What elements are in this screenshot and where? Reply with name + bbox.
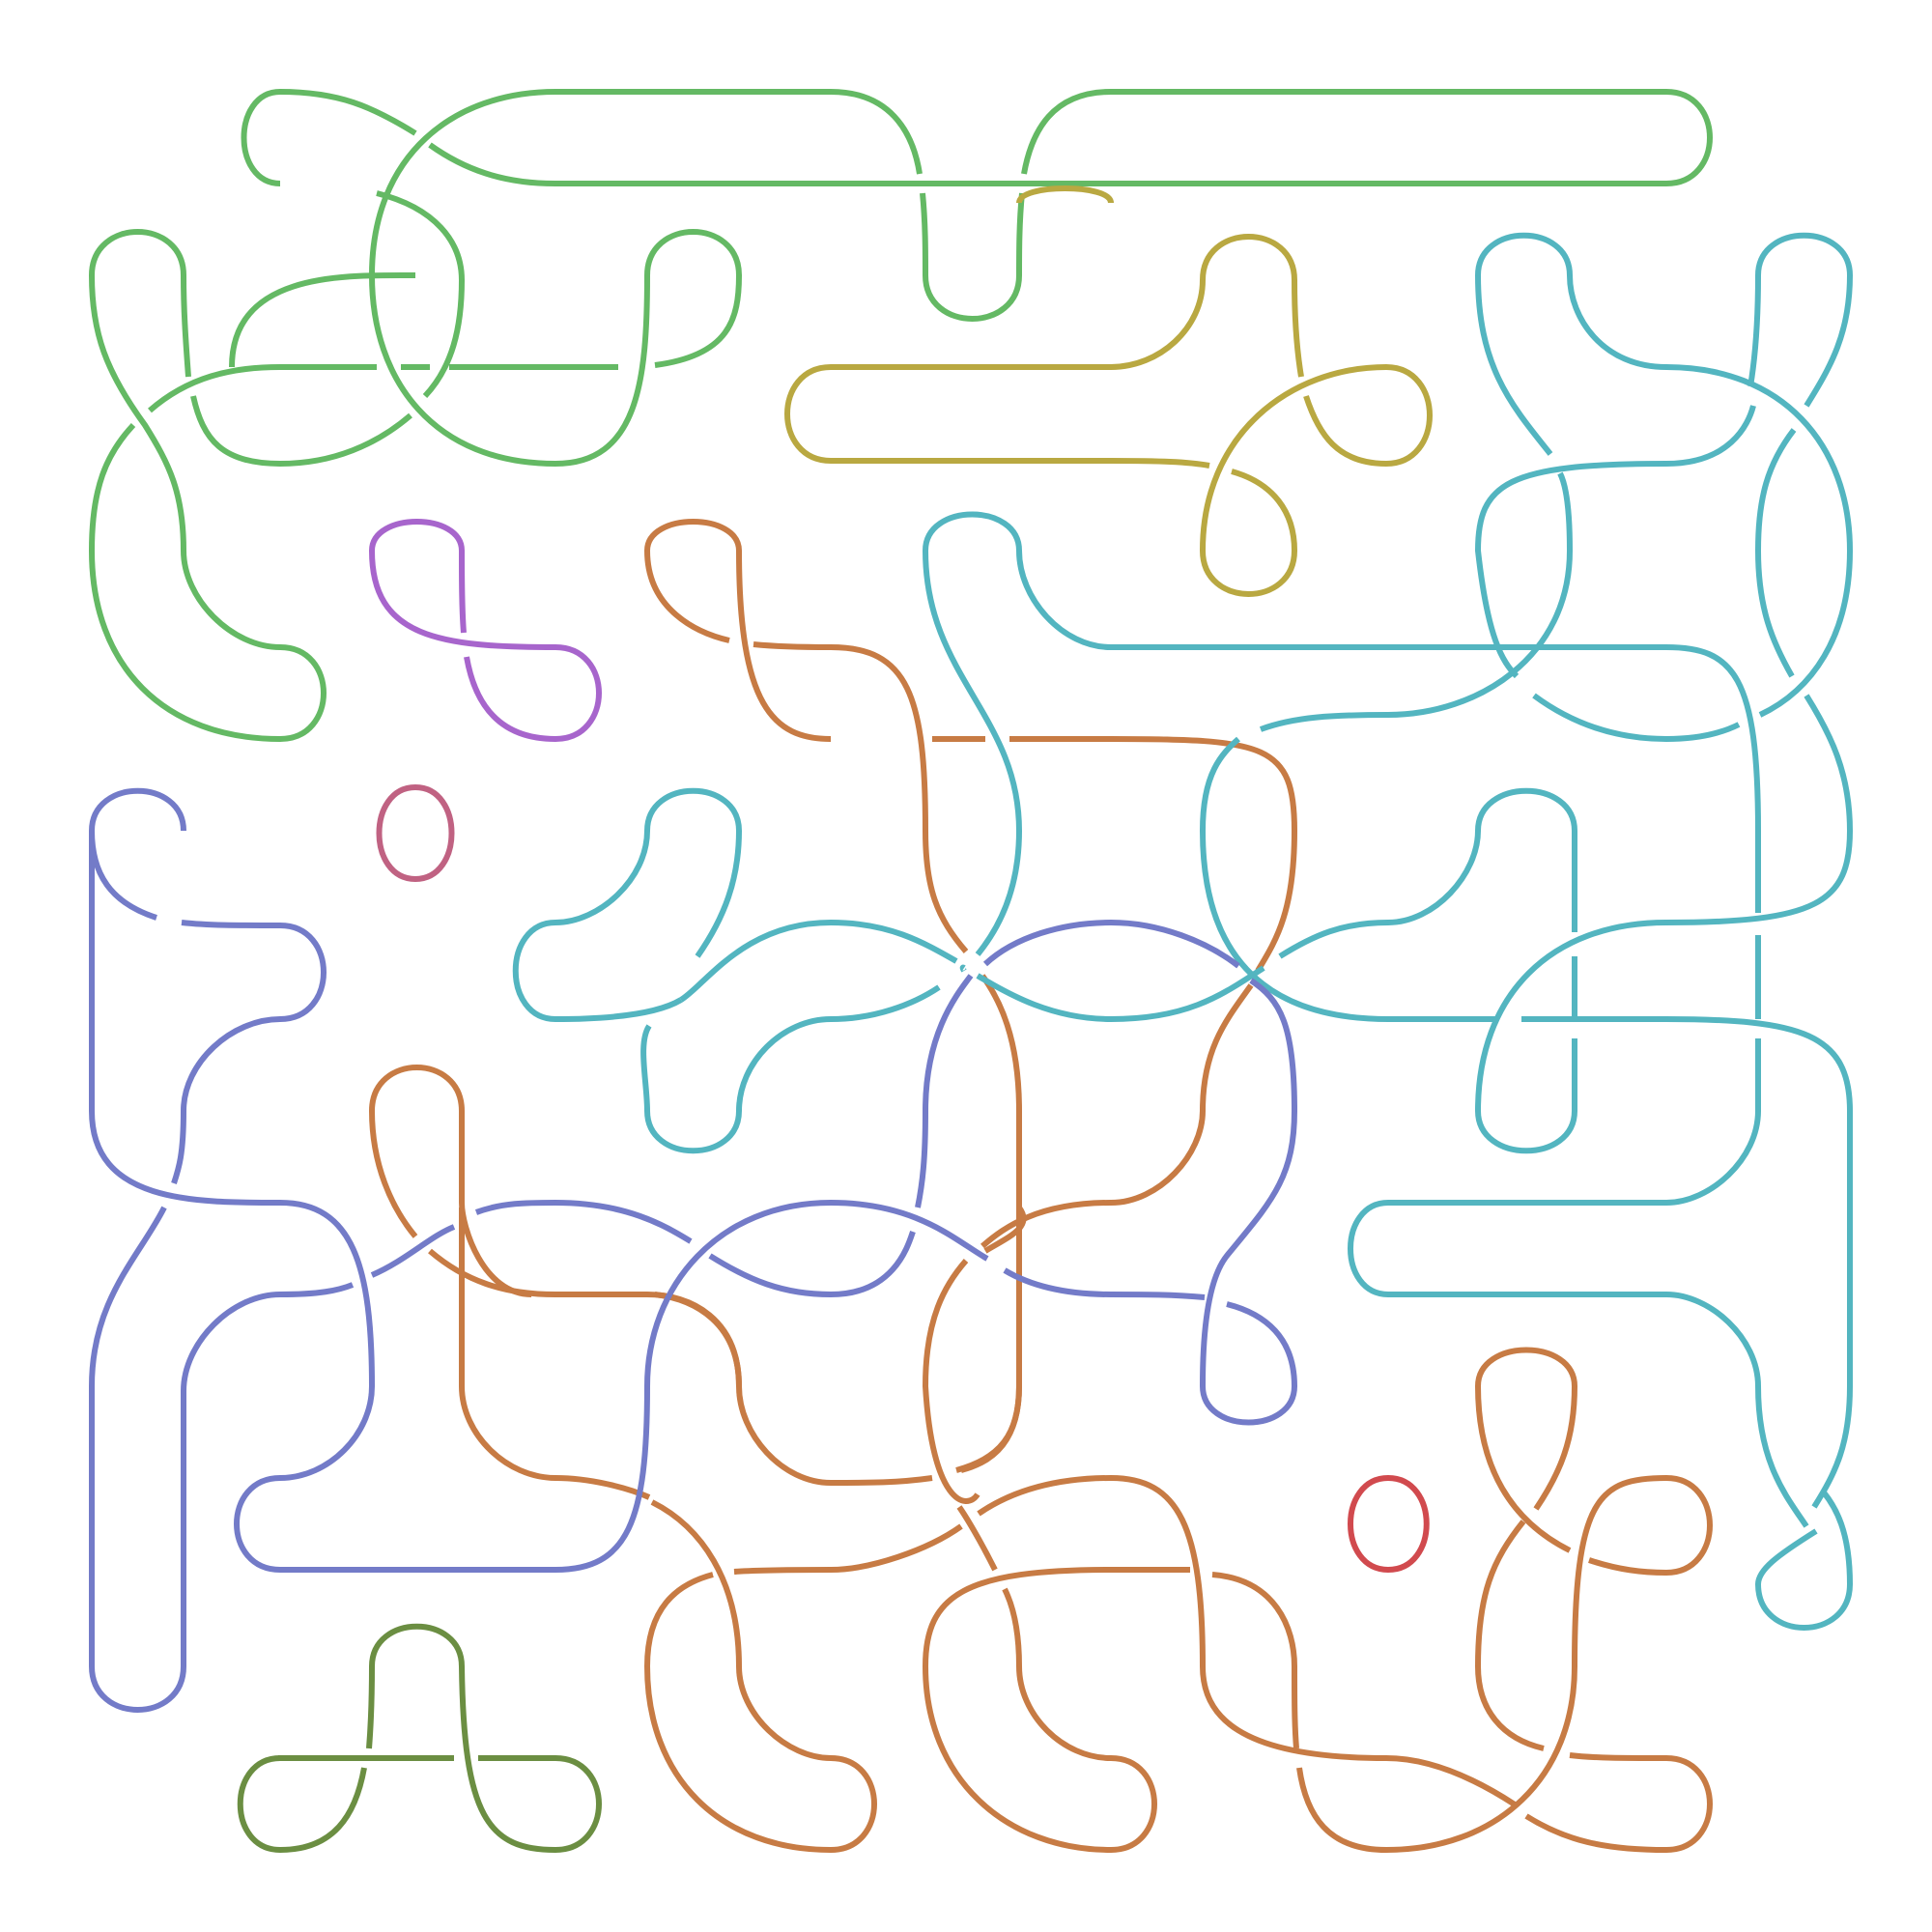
strand-orange <box>369 519 1713 1853</box>
strand-teal <box>512 232 1853 1631</box>
strand-olive <box>784 185 1433 597</box>
strand-green <box>89 89 1713 742</box>
strand-purple <box>369 519 602 742</box>
strand-red <box>1348 1475 1430 1573</box>
strand-dark-green <box>237 1623 602 1853</box>
strand-blue-violet <box>89 787 1297 1713</box>
strand-rose <box>376 784 455 882</box>
